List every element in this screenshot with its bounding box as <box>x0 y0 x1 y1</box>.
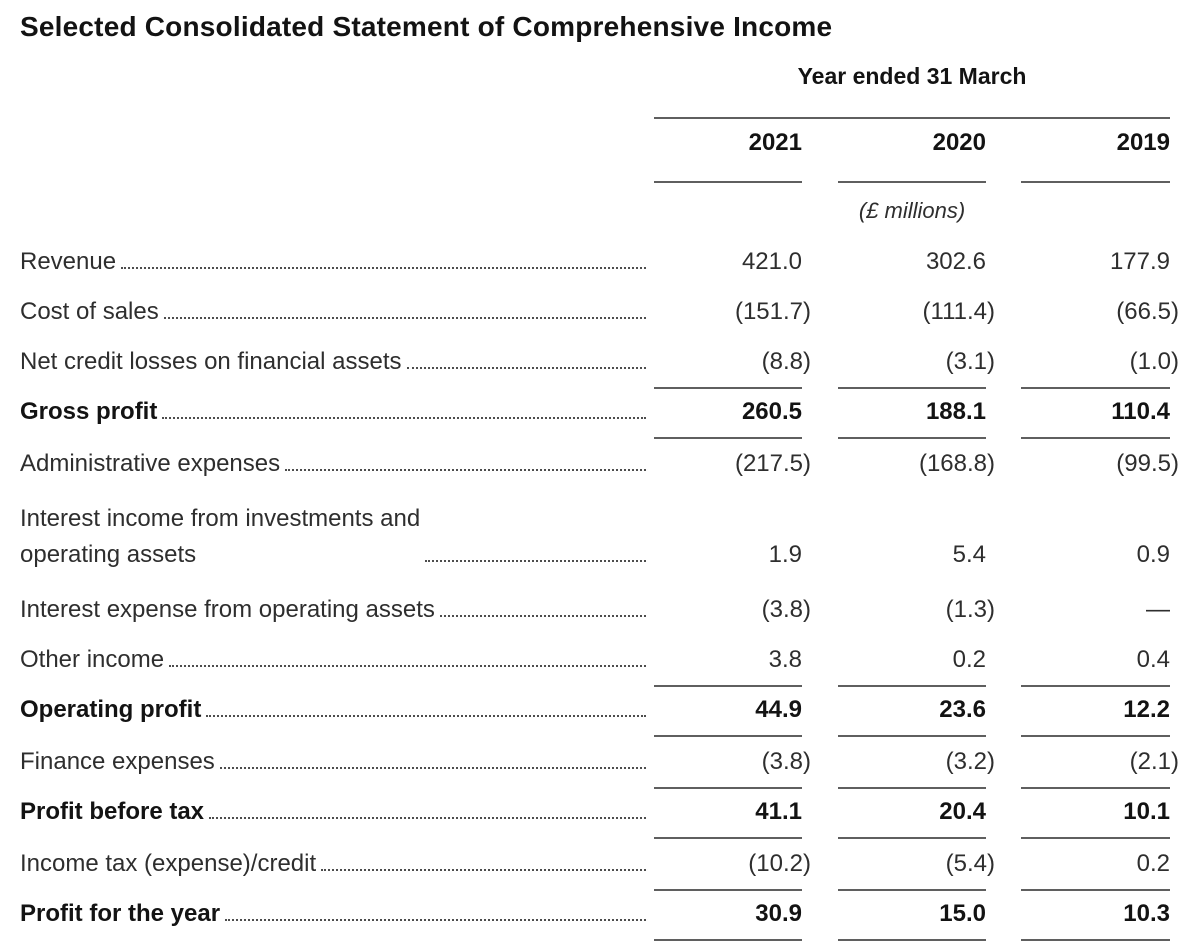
value-2020: 23.6 <box>838 685 986 737</box>
column-header-2019: 2019 <box>1116 129 1170 156</box>
year-underline <box>654 181 802 183</box>
value-2020: 0.2 <box>952 646 986 673</box>
table-row: Profit for the year 30.9 15.0 10.3 <box>20 889 1184 941</box>
value-2021: (3.8) <box>761 748 811 775</box>
value-2020: 188.1 <box>838 387 986 439</box>
value-2019: (66.5) <box>1116 298 1179 325</box>
value-2020: 5.4 <box>952 541 986 568</box>
value-2020: 15.0 <box>838 889 986 941</box>
value-2019: — <box>1146 596 1170 623</box>
header-rule-row <box>20 117 1184 119</box>
leader-dots <box>209 817 646 819</box>
header-rule <box>654 117 1170 119</box>
value-2019: 12.2 <box>1021 685 1170 737</box>
value-2019: 110.4 <box>1021 387 1170 439</box>
value-2019: (1.0) <box>1129 348 1179 375</box>
leader-dots <box>219 767 646 769</box>
value-2019: 10.3 <box>1021 889 1170 941</box>
leader-dots <box>285 469 646 471</box>
value-2021: 41.1 <box>654 787 802 839</box>
year-underline-row <box>20 181 1184 183</box>
row-label: Gross profit <box>20 398 158 425</box>
value-2019: (2.1) <box>1129 748 1179 775</box>
table-row: Interest expense from operating assets (… <box>20 597 1184 623</box>
row-label: Interest expense from operating assets <box>20 596 435 623</box>
table-row: Operating profit 44.9 23.6 12.2 <box>20 685 1184 737</box>
leader-dots <box>206 715 646 717</box>
value-2020: (3.1) <box>945 348 995 375</box>
page-title: Selected Consolidated Statement of Compr… <box>20 11 833 42</box>
period-header-cell: Year ended 31 March <box>654 64 1184 88</box>
leader-dots <box>162 417 646 419</box>
value-2019: 0.9 <box>1136 541 1170 568</box>
value-2021: 3.8 <box>768 646 802 673</box>
value-2021: 421.0 <box>741 248 802 275</box>
row-label: Administrative expenses <box>20 450 281 477</box>
value-2021: 30.9 <box>654 889 802 941</box>
row-label: Net credit losses on financial assets <box>20 348 402 375</box>
value-2020: 302.6 <box>925 248 986 275</box>
table-row: Profit before tax 41.1 20.4 10.1 <box>20 787 1184 839</box>
value-2020: (111.4) <box>922 298 995 325</box>
value-2020: (168.8) <box>918 450 995 477</box>
value-2019: 0.2 <box>1136 850 1170 877</box>
leader-dots <box>121 267 646 269</box>
value-2019: 10.1 <box>1021 787 1170 839</box>
value-2021: (3.8) <box>761 596 811 623</box>
year-header-row: 2021 2020 2019 <box>20 130 1184 156</box>
table-row: Gross profit 260.5 188.1 110.4 <box>20 387 1184 439</box>
row-label: Interest income from investments and ope… <box>20 505 421 568</box>
row-label: Cost of sales <box>20 298 159 325</box>
value-2019: (99.5) <box>1116 450 1179 477</box>
table-row: Net credit losses on financial assets (8… <box>20 349 1184 375</box>
value-2020: 20.4 <box>838 787 986 839</box>
table-row: Finance expenses (3.8) (3.2) (2.1) <box>20 749 1184 775</box>
leader-dots <box>439 615 646 617</box>
value-2021: (151.7) <box>734 298 811 325</box>
row-label: Income tax (expense)/credit <box>20 850 317 877</box>
value-2020: (5.4) <box>945 850 995 877</box>
leader-dots <box>321 869 646 871</box>
leader-dots <box>406 367 646 369</box>
value-2020: (3.2) <box>945 748 995 775</box>
value-2021: (8.8) <box>761 348 811 375</box>
period-header: Year ended 31 March <box>797 63 1027 89</box>
value-2021: (217.5) <box>734 450 811 477</box>
table-rows: Revenue 421.0 302.6 177.9 Cost of sales … <box>20 249 1184 941</box>
table-row: Revenue 421.0 302.6 177.9 <box>20 249 1184 275</box>
row-label: Operating profit <box>20 696 202 723</box>
units-label: (£ millions) <box>858 198 966 223</box>
value-2019: 0.4 <box>1136 646 1170 673</box>
row-label: Other income <box>20 646 165 673</box>
row-label: Profit before tax <box>20 798 205 825</box>
period-header-row: Year ended 31 March <box>20 64 1184 88</box>
leader-dots <box>163 317 646 319</box>
leader-dots <box>225 919 646 921</box>
year-underline <box>838 181 986 183</box>
year-underline <box>1021 181 1170 183</box>
value-2019: 177.9 <box>1109 248 1170 275</box>
value-2021: 260.5 <box>654 387 802 439</box>
table-row: Cost of sales (151.7) (111.4) (66.5) <box>20 299 1184 325</box>
value-2021: 1.9 <box>768 541 802 568</box>
table-row: Income tax (expense)/credit (10.2) (5.4)… <box>20 851 1184 877</box>
leader-dots <box>425 560 646 562</box>
units-row: (£ millions) <box>20 198 1184 223</box>
table-row: Administrative expenses (217.5) (168.8) … <box>20 451 1184 477</box>
table-row: Other income 3.8 0.2 0.4 <box>20 647 1184 673</box>
column-header-2021: 2021 <box>748 129 802 156</box>
row-label: Finance expenses <box>20 748 215 775</box>
row-label: Revenue <box>20 248 117 275</box>
value-2021: (10.2) <box>748 850 811 877</box>
leader-dots <box>169 665 646 667</box>
table-row: Interest income from investments and ope… <box>20 501 1184 573</box>
column-header-2020: 2020 <box>932 129 986 156</box>
value-2020: (1.3) <box>945 596 995 623</box>
row-label: Profit for the year <box>20 900 221 927</box>
value-2021: 44.9 <box>654 685 802 737</box>
